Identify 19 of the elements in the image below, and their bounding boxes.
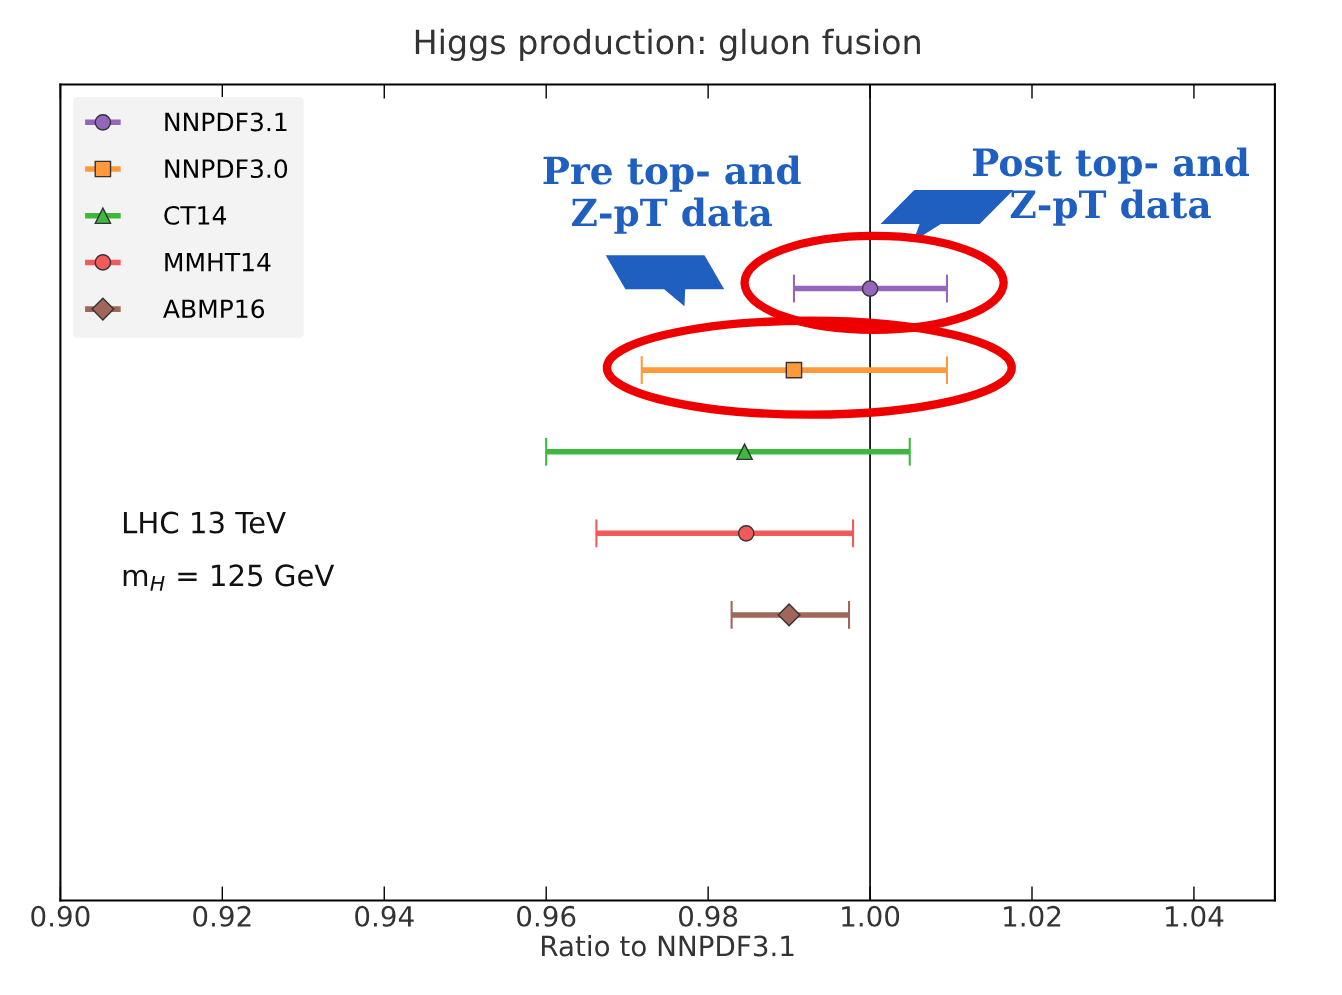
annotation: Pre top- and Z-pT data [543, 155, 801, 234]
x-tick-label: 0.96 [517, 905, 576, 927]
x-tick-label: 0.94 [355, 905, 414, 927]
x-tick-label: 1.04 [1166, 905, 1224, 927]
x-axis-title: Ratio to NNPDF3.1 [542, 935, 794, 957]
chart-title: Higgs production: gluon fusion [415, 28, 920, 61]
annotation: LHC 13 TeV [123, 511, 286, 534]
x-tick-label: 0.98 [679, 905, 738, 927]
x-tick-label: 1.02 [1004, 905, 1061, 927]
x-tick-label: 1.00 [842, 905, 900, 927]
legend-label: MMHT14 [165, 252, 271, 272]
annotation: Post top- and Z-pT data [972, 147, 1249, 226]
x-tick-label: 0.92 [193, 905, 251, 927]
legend-label: NNPDF3.1 [165, 112, 287, 132]
legend-label: CT14 [164, 205, 227, 225]
legend-label: NNPDF3.0 [165, 159, 288, 179]
legend-label: ABMP16 [163, 299, 265, 319]
x-tick-label: 0.90 [31, 905, 90, 927]
annotation: m$_{H}$ = 125 GeV [123, 564, 335, 591]
